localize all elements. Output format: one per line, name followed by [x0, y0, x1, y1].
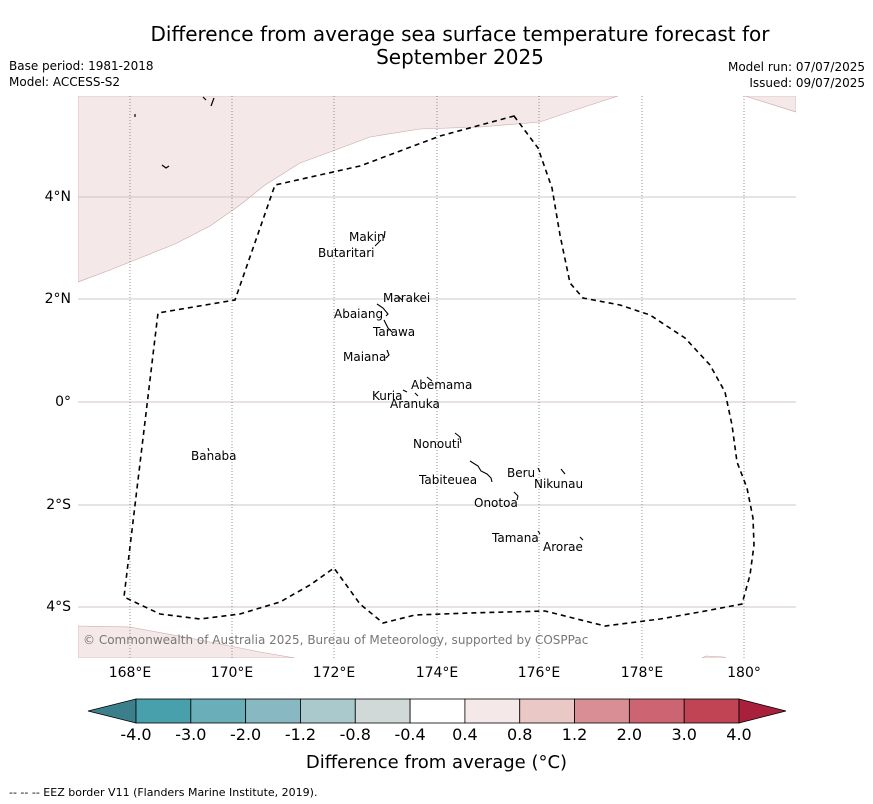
map-title-line2: September 2025 — [376, 45, 544, 69]
colorbar-box — [409, 698, 466, 724]
eez-border — [123, 115, 755, 627]
colorbar — [87, 698, 787, 724]
anomaly-region-southeast — [701, 655, 727, 658]
colorbar-box — [245, 698, 301, 724]
island-label-marakei: Marakei — [383, 291, 430, 305]
colorbar-tick-label: -3.0 — [175, 725, 207, 744]
island-label-makin: Makin — [349, 230, 385, 244]
lat-label-2s: 2°S — [46, 497, 71, 513]
colorbar-extend-low — [87, 698, 137, 724]
colorbar-box — [628, 698, 685, 724]
lon-label-178e: 178°E — [620, 665, 664, 681]
island-label-arorae: Arorae — [543, 540, 583, 554]
lat-label-equator: 0° — [55, 394, 71, 410]
colorbar-box — [300, 698, 356, 724]
model-name: Model: ACCESS-S2 — [9, 75, 121, 89]
colorbar-tick-label: 1.2 — [561, 725, 588, 744]
longitude-gridlines — [129, 96, 745, 658]
lon-label-168e: 168°E — [108, 665, 152, 681]
colorbar-label: Difference from average (°C) — [305, 752, 568, 773]
island-label-tabiteuea: Tabiteuea — [418, 473, 477, 487]
base-period: Base period: 1981-2018 — [9, 59, 154, 73]
colorbar-tick-label: -2.0 — [230, 725, 262, 744]
colorbar-tick-label: -4.0 — [120, 725, 152, 744]
issued-date: Issued: 09/07/2025 — [749, 76, 865, 90]
island-label-abemama: Abemama — [411, 378, 472, 392]
anomaly-region-northeast — [744, 96, 796, 113]
colorbar-extend-high — [738, 698, 787, 724]
colorbar-box — [354, 698, 411, 724]
island-shapes — [207, 230, 584, 541]
lon-label-170e: 170°E — [210, 665, 254, 681]
island-label-aranuka: Aranuka — [390, 397, 440, 411]
map-title-line1: Difference from average sea surface temp… — [150, 22, 770, 46]
island-labels: Makin Butaritari Marakei Abaiang Tarawa … — [191, 230, 583, 554]
lon-label-180: 180° — [727, 665, 761, 681]
colorbar-tick-label: 3.0 — [671, 725, 697, 744]
colorbar-tick-label: 0.4 — [452, 725, 478, 744]
lon-label-174e: 174°E — [415, 665, 459, 681]
lat-label-2n: 2°N — [44, 291, 71, 307]
island-label-butaritari: Butaritari — [318, 246, 375, 260]
lat-label-4n: 4°N — [44, 189, 71, 205]
colorbar-box — [683, 698, 740, 724]
colorbar-tick-label: -0.4 — [394, 725, 426, 744]
eez-footnote: -- -- -- EEZ border V11 (Flanders Marine… — [9, 786, 318, 799]
island-label-abaiang: Abaiang — [334, 307, 383, 321]
island-label-banaba: Banaba — [191, 449, 237, 463]
colorbar-tick-label: 0.8 — [506, 725, 533, 744]
island-label-nikunau: Nikunau — [534, 477, 583, 491]
island-label-kuria: Kuria — [372, 389, 403, 403]
island-label-nonouti: Nonouti — [413, 437, 460, 451]
colorbar-tick-label: -0.8 — [339, 725, 371, 744]
lat-label-4s: 4°S — [46, 599, 71, 615]
lon-label-176e: 176°E — [517, 665, 561, 681]
colorbar-tick-label: 2.0 — [616, 725, 643, 744]
colorbar-tick-label: -1.2 — [284, 725, 317, 744]
island-label-onotoa: Onotoa — [474, 496, 518, 510]
island-label-tamana: Tamana — [491, 531, 539, 545]
coastline-marks — [134, 96, 215, 169]
colorbar-box — [135, 698, 192, 724]
colorbar-box — [519, 698, 575, 724]
lon-label-172e: 172°E — [312, 665, 356, 681]
island-label-maiana: Maiana — [343, 350, 386, 364]
copyright-notice: © Commonwealth of Australia 2025, Bureau… — [83, 633, 588, 647]
colorbar-box — [464, 698, 521, 724]
colorbar-tick-label: 4.0 — [726, 725, 752, 744]
island-label-tarawa: Tarawa — [372, 325, 415, 339]
colorbar-box — [190, 698, 247, 724]
island-label-beru: Beru — [507, 466, 535, 480]
colorbar-box — [574, 698, 630, 724]
model-run: Model run: 07/07/2025 — [727, 60, 865, 74]
